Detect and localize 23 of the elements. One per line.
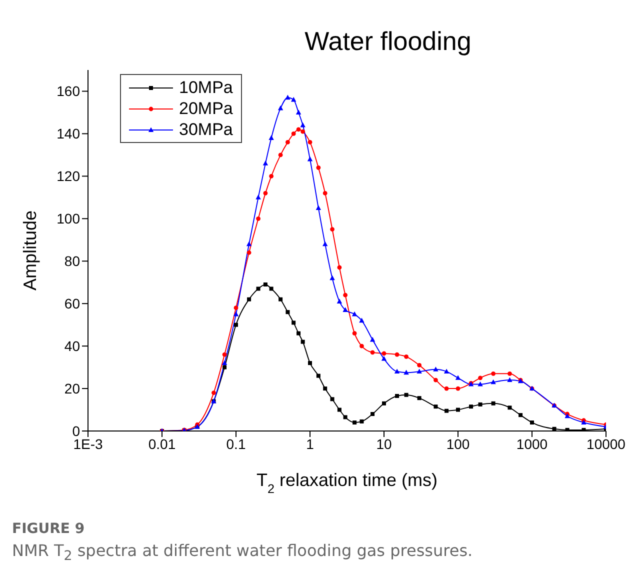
legend-label: 20MPa	[179, 98, 233, 118]
x-tick-label: 10	[376, 436, 392, 452]
y-tick-label: 40	[64, 338, 80, 354]
x-axis-title: T$_{2}$ relaxation time (ms)	[256, 470, 438, 496]
y-tick-label: 120	[56, 168, 80, 184]
x-tick-label: 1000	[516, 436, 548, 452]
x-tick-label: 10000	[586, 436, 626, 452]
caption: FIGURE 9	[12, 521, 86, 537]
y-tick-label: 100	[56, 210, 80, 227]
text: NMR T$_{2}$ spectra at different water flooding gas pressures.	[12, 541, 474, 564]
y-tick-label: 140	[56, 126, 80, 142]
legend-label: 10MPa	[179, 78, 233, 98]
x-tick-label: 100	[446, 436, 470, 452]
y-tick-label: 160	[56, 83, 80, 100]
x-tick-label: 1	[306, 436, 314, 452]
y-tick-label: 60	[64, 296, 80, 312]
y-tick-label: 20	[64, 380, 80, 396]
chart-title: Water flooding	[304, 26, 472, 56]
legend-label: 30MPa	[179, 120, 233, 140]
x-tick-label: 0.01	[148, 436, 176, 452]
y-axis-title: Amplitude	[20, 210, 40, 291]
y-tick-label: 80	[64, 253, 80, 270]
x-tick-label: 0.1	[226, 436, 246, 452]
